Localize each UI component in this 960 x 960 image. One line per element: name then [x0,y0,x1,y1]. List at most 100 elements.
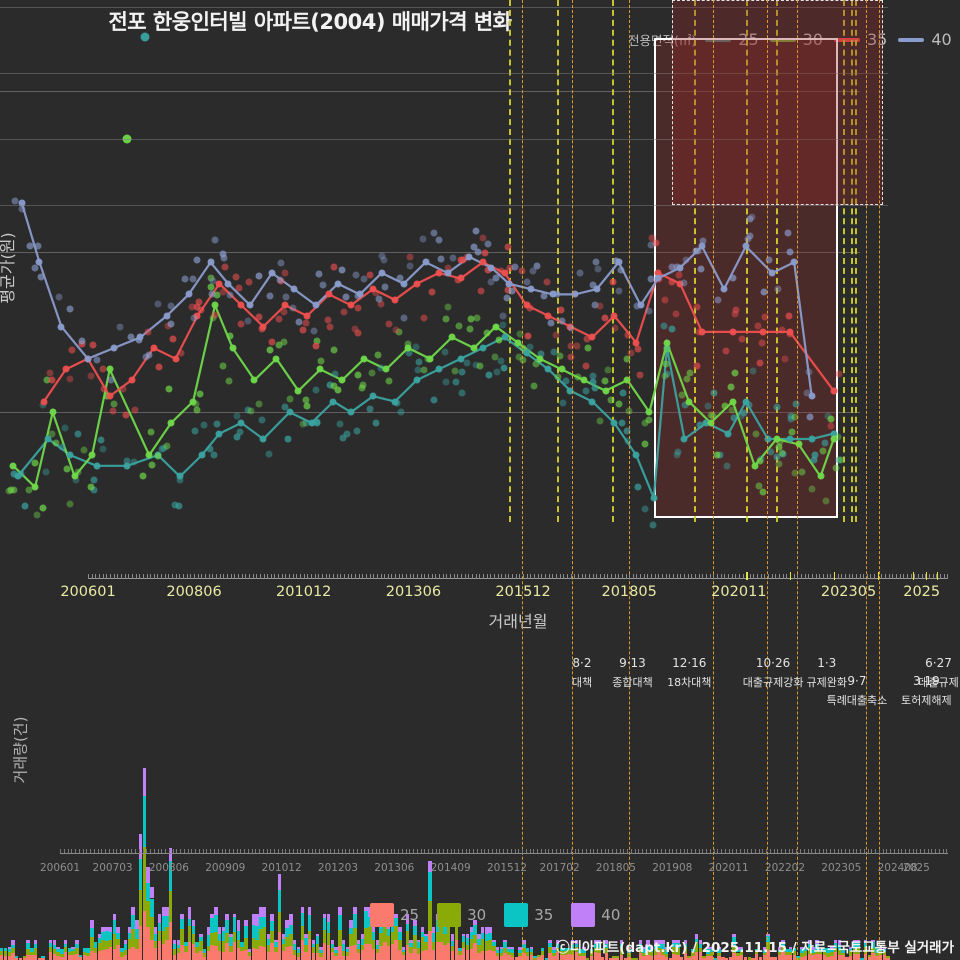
volume-event-label: 18차대책 [667,676,712,689]
volume-x-minor-tick [525,849,527,853]
volume-bar [112,919,117,935]
volume-x-minor-tick [334,849,336,853]
volume-x-minor-tick [356,849,358,853]
volume-bar [698,951,703,960]
price-x-minor-tick [464,574,466,579]
price-x-minor-tick [157,574,159,579]
volume-bar [567,950,571,955]
volume-bar [585,957,590,960]
volume-bar [375,948,380,954]
price-point [88,451,96,459]
volume-bar [105,926,109,931]
volume-x-minor-tick [630,849,632,853]
price-x-minor-tick [658,574,660,579]
price-scatter-point [52,439,60,447]
price-scatter-point [668,278,676,286]
price-scatter-point [503,294,511,302]
price-scatter-point [334,386,342,394]
volume-bar [525,951,530,957]
volume-bar [510,949,515,953]
price-x-minor-tick [647,574,649,579]
volume-bar [315,952,319,960]
price-scatter-point [93,356,101,364]
price-x-minor-tick [534,574,536,579]
price-scatter-point [190,314,198,322]
price-scatter-point [381,283,389,291]
volume-bar [559,955,564,960]
price-x-minor-tick [468,574,470,579]
price-x-minor-tick [161,574,163,579]
volume-bar [229,946,233,953]
price-x-minor-tick [175,574,177,579]
volume-x-minor-tick [191,849,193,853]
price-point [759,328,767,336]
price-point [610,312,618,320]
price-scatter-point [728,406,736,414]
volume-bar [232,932,237,942]
volume-bar [664,953,669,957]
price-x-minor-tick [439,574,441,579]
price-scatter-point [193,406,201,414]
volume-bar [71,946,75,949]
price-x-minor-tick [252,574,254,579]
price-scatter-point [835,370,843,378]
volume-bar [67,951,72,956]
volume-bar [830,951,834,956]
volume-bar [326,921,331,934]
price-point [40,398,48,405]
price-scatter-point [435,236,443,244]
price-point [602,387,609,395]
price-x-minor-tick [179,574,181,579]
volume-x-tick: 200601 [39,862,81,874]
price-scatter-point [661,372,669,380]
price-scatter-point [722,347,730,355]
volume-bar [255,926,259,940]
volume-bar [676,942,680,949]
price-scatter-point [518,267,526,275]
volume-x-minor-tick [781,849,783,853]
price-scatter-point [472,361,480,369]
volume-bar [818,954,823,960]
volume-bar [567,954,571,960]
volume-x-minor-tick [732,849,734,853]
volume-bar [649,956,654,960]
volume-bar [646,944,650,951]
price-scatter-point [805,368,813,376]
volume-bar [157,923,162,932]
volume-bar [165,926,169,941]
price-x-minor-tick [512,574,514,579]
volume-bar [30,951,34,955]
price-scatter-point [774,285,782,293]
price-x-minor-tick [625,574,627,579]
price-scatter-point [682,256,690,264]
volume-bar [255,948,259,960]
price-x-minor-tick [537,574,539,579]
volume-x-minor-tick [458,849,460,853]
volume-x-minor-tick [769,849,771,853]
volume-bar [187,918,192,927]
price-point [457,355,465,363]
volume-event-date: 9·7 [847,674,867,688]
price-x-minor-tick [91,574,93,579]
price-x-minor-tick [735,574,737,579]
price-scatter-point [208,290,216,298]
volume-bar [281,950,286,960]
volume-bar [210,917,214,933]
volume-x-tick: 202011 [708,862,749,874]
price-x-minor-tick [98,574,100,579]
volume-bar [116,933,120,939]
price-point [566,323,574,331]
volume-bar [398,931,402,941]
price-x-minor-tick [914,574,916,579]
volume-x-minor-tick [578,849,580,853]
price-x-tick: 202305 [820,584,877,600]
volume-highlight-box [671,0,884,205]
volume-bar [142,768,147,796]
price-x-tick: 202011 [711,584,767,600]
volume-bar [567,948,571,951]
price-x-minor-tick [775,574,777,579]
volume-x-minor-tick [480,849,482,853]
price-scatter-point [522,348,530,356]
volume-bar [371,948,376,960]
price-x-minor-tick [786,574,788,579]
